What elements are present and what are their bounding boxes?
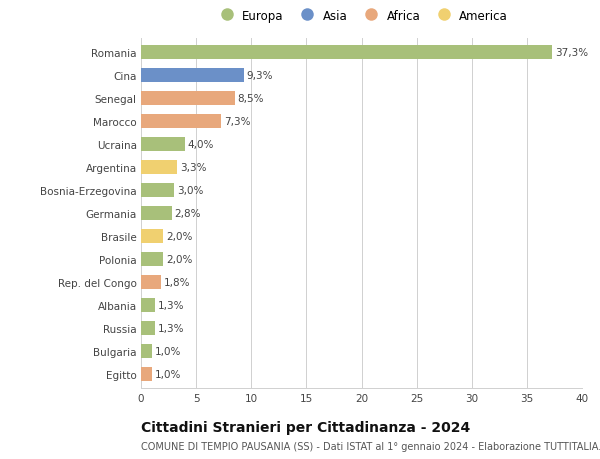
Text: 4,0%: 4,0% xyxy=(188,140,214,150)
Bar xyxy=(141,229,163,243)
Bar xyxy=(141,344,152,358)
Bar xyxy=(141,45,552,60)
Text: 1,3%: 1,3% xyxy=(158,300,185,310)
Bar xyxy=(141,160,178,174)
Text: 3,0%: 3,0% xyxy=(177,185,203,196)
Text: 1,8%: 1,8% xyxy=(164,277,190,287)
Bar xyxy=(141,321,155,335)
Text: 1,0%: 1,0% xyxy=(155,369,181,379)
Text: 37,3%: 37,3% xyxy=(555,48,588,58)
Text: 8,5%: 8,5% xyxy=(238,94,264,104)
Bar xyxy=(141,207,172,220)
Text: 2,8%: 2,8% xyxy=(175,208,201,218)
Bar xyxy=(141,367,152,381)
Legend: Europa, Asia, Africa, America: Europa, Asia, Africa, America xyxy=(211,5,512,27)
Bar xyxy=(141,137,185,151)
Bar xyxy=(141,252,163,266)
Text: Cittadini Stranieri per Cittadinanza - 2024: Cittadini Stranieri per Cittadinanza - 2… xyxy=(141,420,470,434)
Text: 2,0%: 2,0% xyxy=(166,231,192,241)
Bar xyxy=(141,184,174,197)
Bar xyxy=(141,275,161,290)
Bar xyxy=(141,68,244,83)
Bar xyxy=(141,298,155,312)
Text: 7,3%: 7,3% xyxy=(224,117,251,127)
Text: 2,0%: 2,0% xyxy=(166,254,192,264)
Bar xyxy=(141,91,235,106)
Text: 3,3%: 3,3% xyxy=(180,162,206,173)
Text: 1,3%: 1,3% xyxy=(158,323,185,333)
Text: COMUNE DI TEMPIO PAUSANIA (SS) - Dati ISTAT al 1° gennaio 2024 - Elaborazione TU: COMUNE DI TEMPIO PAUSANIA (SS) - Dati IS… xyxy=(141,441,600,451)
Bar xyxy=(141,114,221,129)
Text: 9,3%: 9,3% xyxy=(246,71,273,81)
Text: 1,0%: 1,0% xyxy=(155,346,181,356)
